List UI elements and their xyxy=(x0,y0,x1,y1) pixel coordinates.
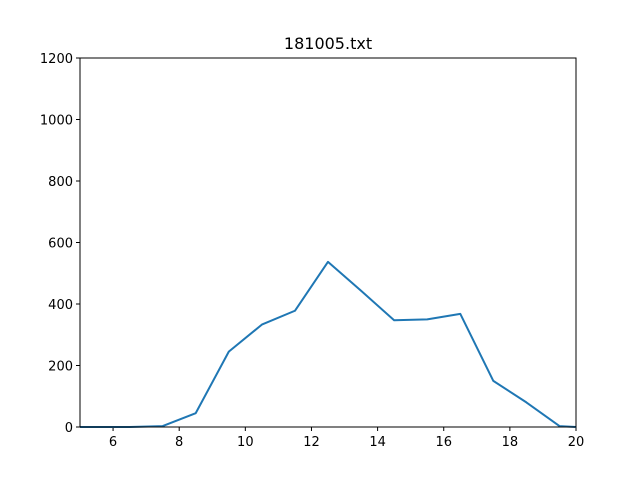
x-tick-label: 12 xyxy=(303,435,320,450)
x-tick-label: 8 xyxy=(175,435,183,450)
series-group xyxy=(80,260,577,428)
x-tick-label: 20 xyxy=(568,435,585,450)
x-tick-label: 16 xyxy=(435,435,452,450)
x-tick-label: 6 xyxy=(109,435,117,450)
x-tick-label: 14 xyxy=(369,435,386,450)
y-tick-label: 400 xyxy=(48,298,73,313)
chart-title: 181005.txt xyxy=(284,34,372,53)
y-axis: 0 200 400 600 800 1000 1200 xyxy=(40,52,80,436)
y-tick-label: 1200 xyxy=(40,52,73,67)
plot-frame xyxy=(79,57,577,428)
x-tick-label: 10 xyxy=(237,435,254,450)
y-tick-label: 600 xyxy=(48,237,73,252)
y-tick-label: 800 xyxy=(48,175,73,190)
x-tick-label: 18 xyxy=(502,435,519,450)
y-tick-label: 0 xyxy=(65,421,73,436)
y-tick-label: 1000 xyxy=(40,114,73,129)
x-axis: 6 8 10 12 14 16 18 20 xyxy=(109,427,584,450)
series-line xyxy=(80,260,577,428)
y-tick-label: 200 xyxy=(48,360,73,375)
